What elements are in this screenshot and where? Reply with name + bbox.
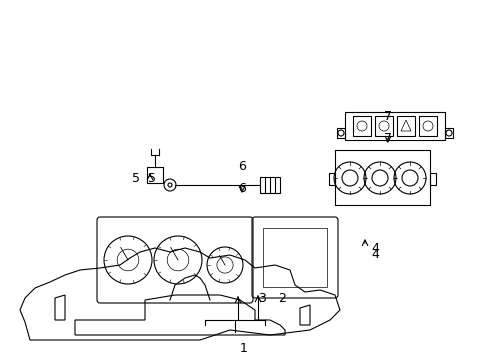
Text: 1: 1 — [240, 342, 247, 355]
Text: 3: 3 — [258, 292, 265, 305]
Bar — [352, 116, 370, 136]
Text: 5: 5 — [148, 171, 156, 185]
Text: 6: 6 — [238, 160, 245, 173]
Bar — [260, 177, 280, 193]
Bar — [374, 116, 392, 136]
Text: 7: 7 — [383, 131, 391, 144]
Text: 4: 4 — [370, 242, 378, 255]
Bar — [334, 150, 429, 205]
Bar — [328, 173, 334, 185]
Bar — [147, 167, 163, 183]
Bar — [429, 173, 435, 185]
Bar — [336, 128, 345, 138]
Bar — [396, 116, 414, 136]
Bar — [263, 228, 326, 287]
Bar — [444, 128, 452, 138]
Text: 2: 2 — [278, 292, 285, 305]
Text: 7: 7 — [383, 110, 391, 123]
Text: 5: 5 — [132, 171, 140, 185]
Bar — [418, 116, 436, 136]
Text: 6: 6 — [238, 181, 245, 194]
Text: 4: 4 — [370, 248, 378, 261]
Bar — [345, 112, 444, 140]
